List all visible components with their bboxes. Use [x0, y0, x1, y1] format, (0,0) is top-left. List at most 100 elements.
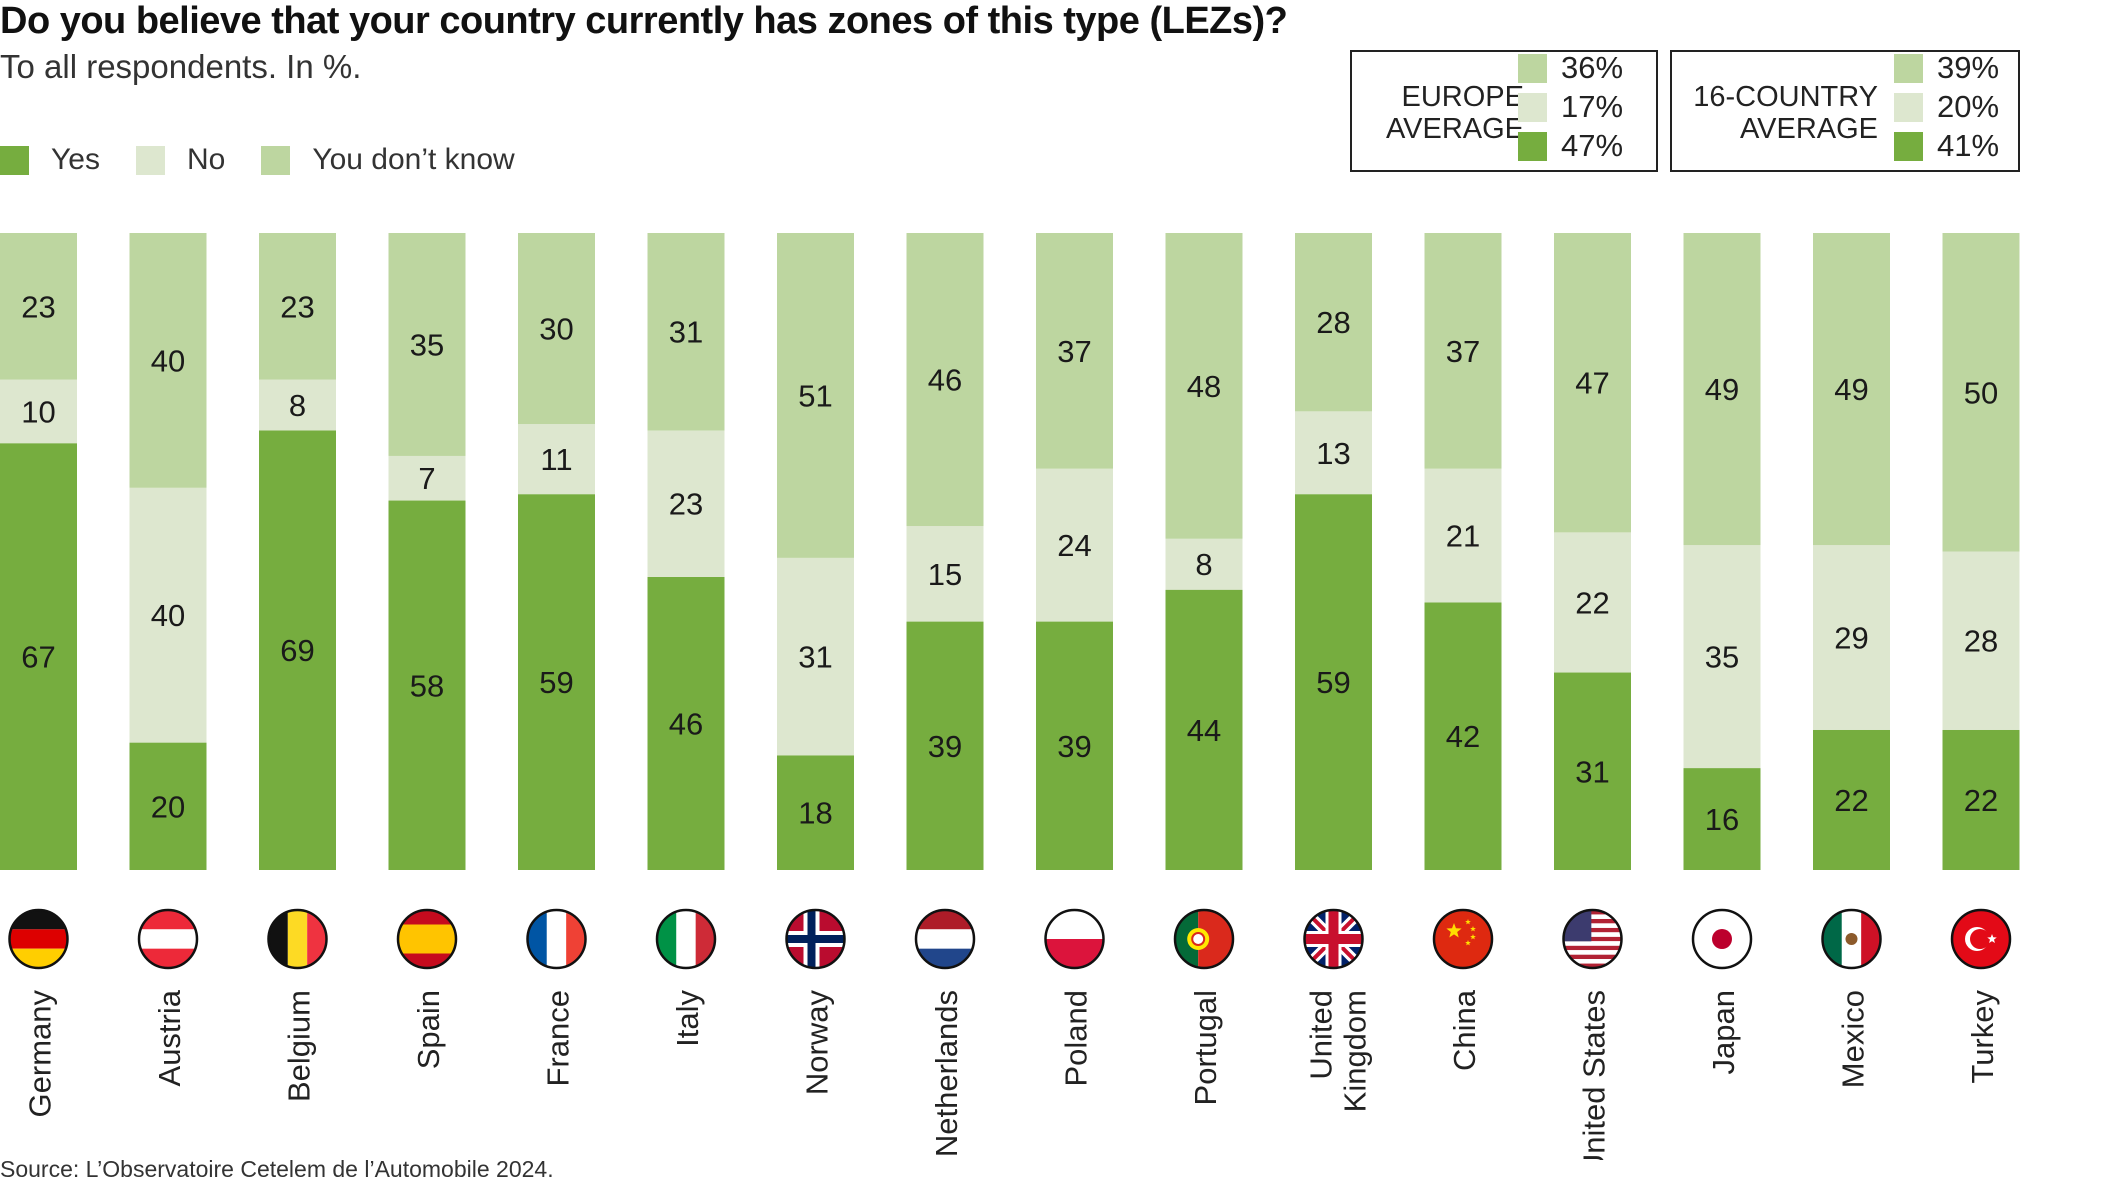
bar-portugal-no: [1165, 538, 1243, 590]
netherlands-flag-icon: [914, 908, 976, 970]
bar-germany-dont-know: [0, 233, 77, 380]
bar-austria-yes: [129, 742, 207, 870]
value-label-austria-dont-know: 40: [151, 343, 185, 378]
legend-swatch-no: [135, 145, 165, 175]
mexico-flag-icon: [1821, 908, 1882, 970]
tick-label-norway: Norway: [800, 990, 835, 1096]
bar-united-kingdom-yes: [1295, 494, 1372, 870]
tick-label-netherlands: Netherlands: [929, 990, 964, 1157]
value-label-poland-yes: 39: [1057, 729, 1091, 764]
bar-united-kingdom-dont-know: [1295, 233, 1372, 412]
legend-item-yes: Yes: [0, 143, 100, 177]
japan-flag-icon: [1691, 908, 1753, 970]
legend-label-yes: Yes: [51, 143, 100, 176]
bar-united-kingdom-no: [1295, 411, 1372, 495]
bar-france-no: [518, 424, 595, 495]
france-flag-icon: [526, 908, 587, 970]
value-label-japan-dont-know: 49: [1705, 372, 1739, 407]
germany-flag-icon: [8, 908, 69, 970]
bar-spain-no: [388, 455, 466, 501]
bar-mexico-no: [1813, 545, 1890, 730]
spain-flag-icon: [396, 908, 458, 970]
value-label-italy-dont-know: 31: [669, 315, 703, 350]
uk-flag-icon: [1303, 908, 1364, 970]
bar-turkey-dont-know: [1942, 233, 2020, 552]
value-label-netherlands-yes: 39: [928, 729, 962, 764]
value-label-poland-no: 24: [1057, 528, 1091, 563]
bar-spain-yes: [388, 500, 466, 870]
europe-avg-dont-know: 36%: [1518, 50, 1623, 86]
value-label-belgium-dont-know: 23: [280, 289, 314, 324]
value-label-netherlands-dont-know: 46: [928, 363, 962, 398]
bar-portugal-yes: [1165, 589, 1243, 870]
value-label-spain-yes: 58: [410, 668, 444, 703]
value-label-france-no: 11: [540, 442, 572, 477]
value-label-portugal-dont-know: 48: [1187, 369, 1221, 404]
legend: Yes No You don’t know: [0, 143, 551, 177]
bar-norway-no: [777, 557, 854, 756]
bar-germany-no: [0, 379, 77, 444]
value-label-turkey-yes: 22: [1964, 783, 1998, 818]
bar-italy-yes: [647, 576, 725, 870]
tick-label-spain: Spain: [411, 990, 446, 1069]
bar-united-states-dont-know: [1554, 233, 1631, 533]
europe-avg-no: 17%: [1518, 89, 1623, 125]
value-label-portugal-no: 8: [1195, 547, 1212, 582]
value-label-mexico-no: 29: [1834, 620, 1868, 655]
tick-label-portugal: Portugal: [1188, 990, 1223, 1105]
value-label-belgium-yes: 69: [280, 633, 314, 668]
sixteen-avg-yes: 41%: [1894, 128, 1999, 164]
bar-netherlands-no: [906, 526, 984, 622]
value-label-norway-no: 31: [798, 640, 832, 675]
bar-netherlands-yes: [906, 621, 984, 870]
source-note: Source: L’Observatoire Cetelem de l’Auto…: [0, 1156, 554, 1182]
tick-label-belgium: Belgium: [282, 990, 317, 1102]
value-label-austria-yes: 20: [151, 789, 185, 824]
value-label-mexico-dont-know: 49: [1834, 372, 1868, 407]
value-label-france-yes: 59: [539, 665, 573, 700]
europe-average-box: EUROPE AVERAGE 36% 17% 47%: [1350, 50, 1658, 172]
belgium-flag-icon: [267, 908, 328, 970]
bar-mexico-dont-know: [1813, 233, 1890, 546]
bar-poland-yes: [1036, 621, 1113, 870]
bar-italy-no: [647, 430, 725, 577]
legend-item-dont-know: You don’t know: [261, 143, 515, 177]
bar-china-yes: [1424, 602, 1502, 870]
bar-netherlands-dont-know: [906, 233, 984, 527]
legend-label-no: No: [186, 143, 226, 176]
bar-austria-no: [129, 487, 207, 743]
tick-label-germany: Germany: [23, 990, 58, 1118]
italy-flag-icon: [655, 908, 717, 970]
bar-japan-dont-know: [1683, 233, 1761, 546]
bar-germany-yes: [0, 443, 77, 870]
tick-label-italy: Italy: [670, 990, 705, 1047]
europe-average-label: EUROPE AVERAGE: [1385, 81, 1524, 145]
value-label-china-yes: 42: [1446, 719, 1480, 754]
value-label-united-states-dont-know: 47: [1575, 366, 1609, 401]
value-label-china-dont-know: 37: [1446, 334, 1480, 369]
bar-united-states-no: [1554, 532, 1631, 673]
value-label-germany-dont-know: 23: [21, 289, 55, 324]
austria-flag-icon: [137, 908, 199, 970]
value-label-japan-yes: 16: [1705, 802, 1739, 837]
bar-belgium-yes: [259, 430, 336, 870]
bar-austria-dont-know: [129, 233, 207, 488]
value-label-united-kingdom-no: 13: [1316, 436, 1350, 471]
value-label-spain-dont-know: 35: [410, 327, 444, 362]
bar-italy-dont-know: [647, 233, 725, 431]
bar-china-dont-know: [1424, 233, 1502, 469]
value-label-netherlands-no: 15: [928, 557, 962, 592]
value-label-mexico-yes: 22: [1834, 783, 1868, 818]
tick-label-austria: Austria: [152, 989, 187, 1086]
value-label-germany-yes: 67: [21, 640, 55, 675]
value-label-norway-dont-know: 51: [798, 378, 832, 413]
bar-turkey-yes: [1942, 729, 2020, 870]
value-label-turkey-no: 28: [1964, 624, 1998, 659]
sixteen-country-average-box: 16-COUNTRY AVERAGE 39% 20% 41%: [1670, 50, 2020, 172]
china-flag-icon: [1432, 908, 1494, 970]
value-label-belgium-no: 8: [289, 388, 306, 423]
value-label-portugal-yes: 44: [1187, 713, 1221, 748]
portugal-flag-icon: [1173, 908, 1235, 970]
bar-japan-yes: [1683, 768, 1761, 870]
usa-flag-icon: [1562, 908, 1623, 970]
